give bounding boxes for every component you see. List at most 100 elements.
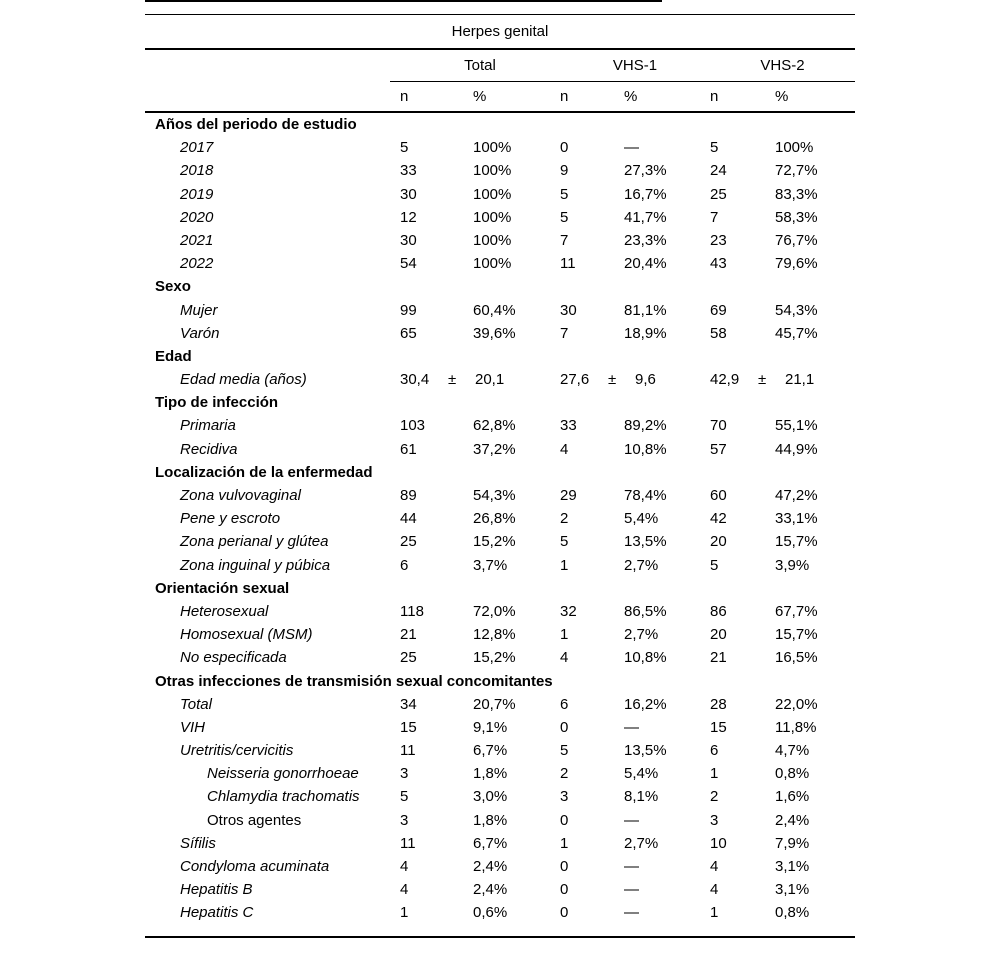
value-cell: 2 bbox=[710, 788, 719, 806]
value-cell: 15,2% bbox=[473, 649, 516, 667]
value-cell: 83,3% bbox=[775, 185, 818, 203]
row-label: Hepatitis B bbox=[180, 881, 253, 899]
value-cell: 6,7% bbox=[473, 834, 508, 852]
value-cell: 25 bbox=[400, 533, 417, 551]
value-cell: 1 bbox=[560, 834, 569, 852]
value-cell: 89,2% bbox=[624, 417, 667, 435]
data-row: Neisseria gonorrhoeae 3 1,8% 2 5,4% 1 0,8% bbox=[145, 762, 855, 785]
value-cell: 2 bbox=[560, 765, 569, 783]
value-cell: — bbox=[624, 881, 639, 899]
value-cell: 79,6% bbox=[775, 255, 818, 273]
value-cell: 11 bbox=[400, 742, 416, 760]
value-cell: 1 bbox=[400, 904, 409, 922]
value-cell: 44 bbox=[400, 510, 417, 528]
value-cell: 42 bbox=[710, 510, 727, 528]
row-label: 2018 bbox=[180, 162, 214, 180]
value-cell: 30 bbox=[400, 185, 417, 203]
value-cell: 7 bbox=[560, 324, 569, 342]
data-row: Pene y escroto 44 26,8% 2 5,4% 42 33,1% bbox=[145, 507, 855, 530]
value-cell: 32 bbox=[560, 602, 577, 620]
value-cell: 10,8% bbox=[624, 440, 667, 458]
value-cell: 72,0% bbox=[473, 602, 516, 620]
value-cell: 1 bbox=[560, 626, 569, 644]
value-cell: 5 bbox=[710, 556, 719, 574]
value-cell: 3 bbox=[560, 788, 569, 806]
value-cell: 100% bbox=[473, 231, 512, 249]
value-cell: 18,9% bbox=[624, 324, 667, 342]
section-header-row: Tipo de infección bbox=[145, 391, 855, 414]
value-cell: 6 bbox=[560, 695, 569, 713]
row-label: Zona perianal y glútea bbox=[180, 533, 329, 551]
data-row: Hepatitis C 1 0,6% 0 — 1 0,8% bbox=[145, 901, 855, 924]
value-cell: 44,9% bbox=[775, 440, 818, 458]
subheader-pct-vhs1: % bbox=[624, 88, 638, 105]
value-cell: 1,8% bbox=[473, 765, 508, 783]
value-cell: 81,1% bbox=[624, 301, 667, 319]
row-label: Homosexual (MSM) bbox=[180, 626, 313, 644]
value-cell: 15,7% bbox=[775, 626, 818, 644]
data-row: Zona inguinal y púbica 6 3,7% 1 2,7% 5 3,9% bbox=[145, 554, 855, 577]
title-separator-rule bbox=[145, 48, 855, 50]
value-cell: 3,7% bbox=[473, 556, 508, 574]
value-cell: — bbox=[624, 718, 639, 736]
value-cell: 26,8% bbox=[473, 510, 516, 528]
row-label: 2020 bbox=[180, 208, 214, 226]
value-cell: 2,7% bbox=[624, 556, 659, 574]
table-body: Años del periodo de estudio 2017 5 100% 0—5 1… bbox=[145, 113, 855, 925]
column-group-header-row: Total VHS-1 VHS-2 bbox=[145, 50, 855, 81]
mean-sd-cell: 27,6 ±9,6 bbox=[560, 368, 710, 391]
value-cell: 15,2% bbox=[473, 533, 516, 551]
row-label: Edad media (años) bbox=[180, 371, 307, 389]
value-cell: 25 bbox=[710, 185, 727, 203]
value-cell: 1,6% bbox=[775, 788, 810, 806]
value-cell: 2,4% bbox=[775, 811, 810, 829]
row-label: Chlamydia trachomatis bbox=[207, 788, 360, 806]
value-cell: 22,0% bbox=[775, 695, 818, 713]
row-label: Pene y escroto bbox=[180, 510, 281, 528]
plus-minus-sign: ± bbox=[758, 371, 767, 389]
value-cell: 9,1% bbox=[473, 718, 508, 736]
value-cell: 0 bbox=[560, 811, 569, 829]
row-label: Sexo bbox=[155, 278, 191, 296]
data-row: Primaria 103 62,8% 33 89,2% 70 55,1% bbox=[145, 414, 855, 437]
value-cell: 33 bbox=[560, 417, 577, 435]
section-header-row: Años del periodo de estudio bbox=[145, 113, 855, 136]
value-cell: 16,2% bbox=[624, 695, 667, 713]
value-cell: 60,4% bbox=[473, 301, 516, 319]
mean-value: 27,6 bbox=[560, 371, 590, 389]
row-label: Tipo de infección bbox=[155, 394, 279, 412]
section-header-row: Orientación sexual bbox=[145, 577, 855, 600]
data-row: Zona vulvovaginal 89 54,3% 29 78,4% 60 47,2% bbox=[145, 484, 855, 507]
mean-value: 42,9 bbox=[710, 371, 740, 389]
value-cell: 12 bbox=[400, 208, 417, 226]
value-cell: 15 bbox=[710, 718, 727, 736]
data-row: Recidiva 61 37,2% 4 10,8% 57 44,9% bbox=[145, 438, 855, 461]
value-cell: 1 bbox=[560, 556, 569, 574]
value-cell: 2 bbox=[560, 510, 569, 528]
row-label: Primaria bbox=[180, 417, 236, 435]
value-cell: 4,7% bbox=[775, 742, 810, 760]
section-header-row: Localización de la enfermedad bbox=[145, 461, 855, 484]
row-label: Localización de la enfermedad bbox=[155, 463, 373, 481]
value-cell: 20,4% bbox=[624, 255, 667, 273]
value-cell: 54,3% bbox=[473, 487, 516, 504]
row-label: Heterosexual bbox=[180, 602, 269, 620]
value-cell: 3 bbox=[400, 811, 409, 829]
value-cell: 4 bbox=[400, 881, 409, 899]
subheader-pct-vhs2: % bbox=[775, 88, 789, 105]
row-label: Años del periodo de estudio bbox=[155, 116, 357, 133]
value-cell: 100% bbox=[473, 185, 512, 203]
table-title: Herpes genital bbox=[451, 23, 549, 40]
value-cell: 33 bbox=[400, 162, 417, 180]
value-cell: 33,1% bbox=[775, 510, 818, 528]
value-cell: 61 bbox=[400, 440, 417, 458]
row-label: Uretritis/cervicitis bbox=[180, 742, 294, 760]
subheader-row: n % n % n % bbox=[145, 82, 855, 111]
value-cell: 30 bbox=[560, 301, 577, 319]
value-cell: 11,8% bbox=[775, 718, 817, 736]
value-cell: 58,3% bbox=[775, 208, 818, 226]
data-row: Otros agentes 3 1,8% 0 — 3 2,4% bbox=[145, 809, 855, 832]
data-row: Edad media (años) 30,4 ±20,1 27,6 ±9,6 42,9 ±2… bbox=[145, 368, 855, 391]
subheader-n-vhs1: n bbox=[560, 88, 569, 105]
sd-value: 21,1 bbox=[785, 371, 815, 389]
